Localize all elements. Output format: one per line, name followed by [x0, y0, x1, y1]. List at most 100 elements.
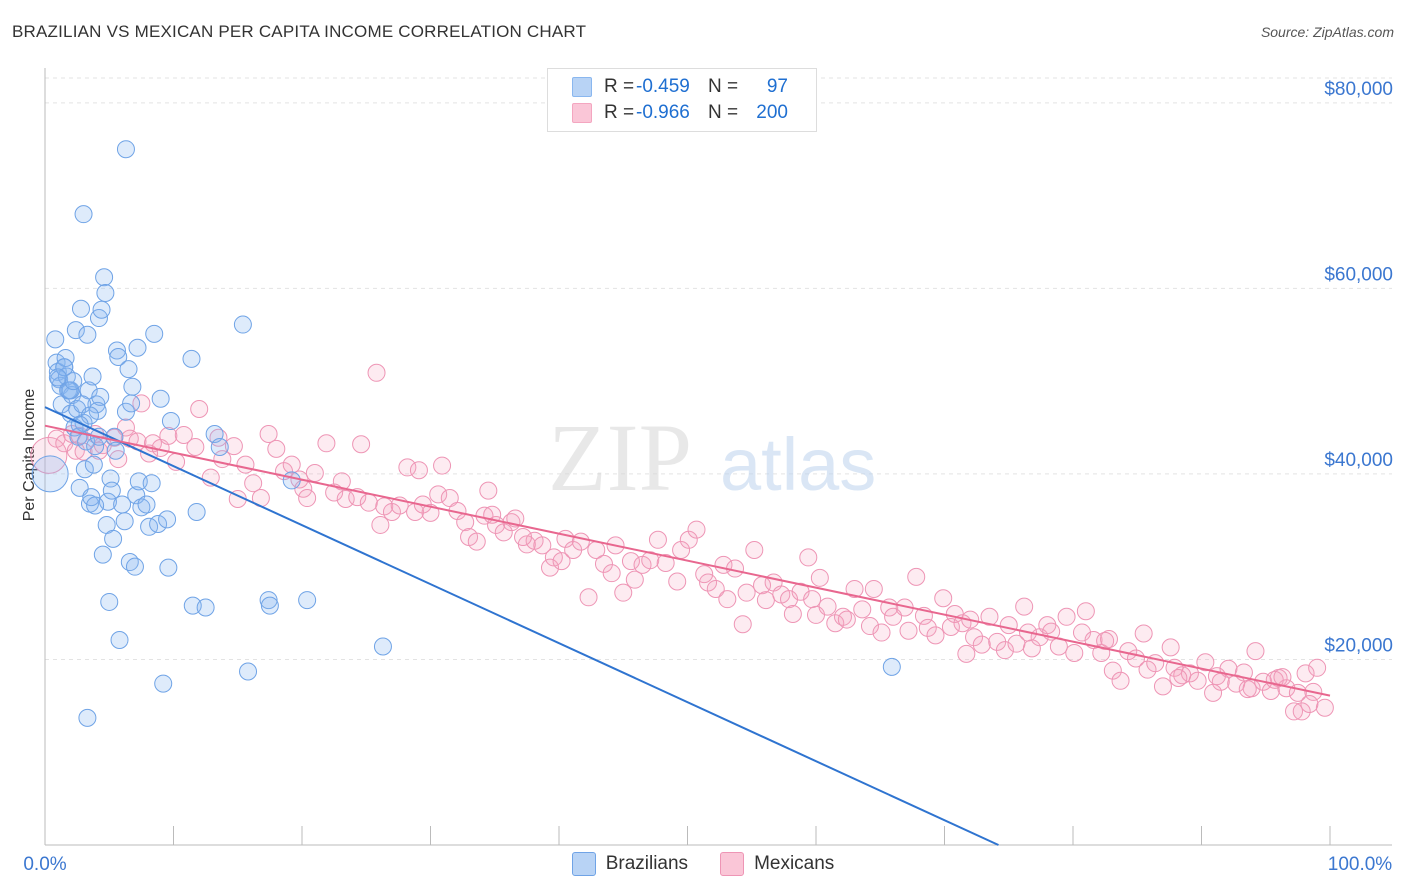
series-swatch-mexicans — [720, 852, 745, 876]
mexicans-point — [244, 474, 263, 493]
mexicans-point — [541, 558, 560, 577]
y-tick-labels: $20,000 $40,000 $60,000 $80,000 — [1324, 79, 1393, 657]
brazilians-point — [145, 324, 164, 343]
brazilians-point — [127, 486, 146, 505]
mexicans-point — [1153, 677, 1172, 696]
brazilians-point — [48, 362, 67, 381]
stats-legend: R = -0.459 N = 97 R = -0.966 N = 200 — [547, 68, 817, 132]
mexicans-point — [1103, 661, 1122, 680]
mexicans-point — [533, 536, 552, 555]
series-label-mexicans: Mexicans — [754, 853, 835, 874]
mexicans-point — [30, 436, 68, 474]
mexicans-point — [668, 572, 687, 591]
mexicans-point — [224, 437, 243, 456]
mexicans-point — [621, 552, 640, 571]
mexicans-point — [826, 614, 845, 633]
brazilians-point — [158, 510, 177, 529]
brazilians-point — [86, 496, 105, 515]
mexicans-point — [810, 568, 829, 587]
legend-n-label: N = — [708, 76, 739, 97]
legend-swatch-mexicans — [572, 103, 592, 123]
series-legend: Brazilians Mexicans — [0, 852, 1406, 876]
brazilians-point — [100, 592, 119, 611]
brazilians-point — [106, 441, 125, 460]
brazilians-point — [83, 367, 102, 386]
mexicans-point — [853, 600, 872, 619]
mexicans-point — [1138, 660, 1157, 679]
mexicans-point — [1285, 702, 1304, 721]
brazilians-point — [95, 268, 114, 287]
brazilians-point — [210, 438, 229, 457]
legend-n-label: N = — [708, 102, 739, 123]
x-tick-labels: 0.0% 100.0% — [23, 854, 1392, 875]
brazilians-point — [128, 338, 147, 357]
brazilians-point — [48, 368, 67, 387]
brazilians-point — [132, 498, 151, 517]
brazilians-point — [60, 381, 79, 400]
brazilians-point — [96, 284, 115, 303]
mexicans-point — [1300, 694, 1319, 713]
mexicans-point — [359, 493, 378, 512]
mexicans-point — [367, 363, 386, 382]
mexicans-point — [995, 641, 1014, 660]
mexicans-point — [429, 485, 448, 504]
mexicans-point — [1169, 669, 1188, 688]
mexicans-point — [614, 583, 633, 602]
mexicans-point — [494, 523, 513, 542]
mexicans-point — [737, 583, 756, 602]
watermark: ZIP atlas — [548, 404, 876, 511]
mexicans-point — [918, 618, 937, 637]
series-legend-mexicans: Mexicans — [720, 852, 834, 876]
mexicans-point — [305, 463, 324, 482]
brazilians-point — [55, 358, 74, 377]
watermark-zip: ZIP — [548, 404, 692, 511]
mexicans-point — [1076, 602, 1095, 621]
brazilians-point — [80, 406, 99, 425]
brazilians-point — [46, 330, 65, 349]
legend-swatch-brazilians — [572, 77, 592, 97]
mexicans-point — [1057, 607, 1076, 626]
brazilians-point — [298, 591, 317, 610]
brazilians-point — [373, 637, 392, 656]
brazilians-points — [31, 140, 901, 727]
mexicans-point — [706, 579, 725, 598]
brazilians-point — [233, 315, 252, 334]
mexicans-point — [259, 425, 278, 444]
brazilians-point — [115, 512, 134, 531]
brazilians-point — [78, 708, 97, 727]
mexicans-point — [999, 616, 1018, 635]
brazilians-point — [154, 674, 173, 693]
mexicans-point — [433, 456, 452, 475]
brazilians-point — [182, 349, 201, 368]
legend-r-value: -0.966 — [636, 102, 690, 123]
mexicans-point — [972, 635, 991, 654]
mexicans-point — [1308, 658, 1327, 677]
legend-row-mexicans: R = -0.966 N = 200 — [572, 101, 788, 125]
mexicans-point — [957, 644, 976, 663]
mexicans-point — [398, 458, 417, 477]
legend-n-value: 200 — [756, 102, 788, 123]
mexicans-point — [907, 567, 926, 586]
mexicans-point — [467, 532, 486, 551]
trend-lines — [44, 406, 1331, 846]
mexicans-point — [186, 438, 205, 457]
brazilians-point — [137, 495, 156, 514]
legend-r-value: -0.459 — [636, 76, 690, 97]
mexicans-point — [421, 503, 440, 522]
mexicans-point — [733, 615, 752, 634]
brazilians-point — [159, 558, 178, 577]
mexicans-trend-line — [44, 424, 1331, 697]
brazilians-point — [161, 412, 180, 431]
brazilians-point — [239, 662, 258, 681]
brazilians-point — [82, 488, 101, 507]
brazilians-point — [259, 591, 278, 610]
mexicans-point — [409, 461, 428, 480]
mexicans-point — [1134, 624, 1153, 643]
series-swatch-brazilians — [571, 852, 596, 876]
brazilians-point — [64, 372, 83, 391]
mexicans-point — [336, 489, 355, 508]
brazilians-point — [86, 437, 105, 456]
mexicans-point — [382, 502, 401, 521]
mexicans-point — [1065, 643, 1084, 662]
mexicans-points — [30, 363, 1334, 721]
